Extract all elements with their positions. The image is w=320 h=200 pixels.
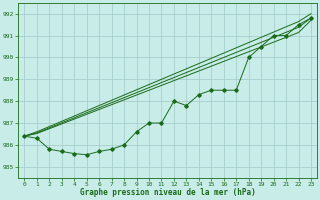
X-axis label: Graphe pression niveau de la mer (hPa): Graphe pression niveau de la mer (hPa) [80, 188, 256, 197]
